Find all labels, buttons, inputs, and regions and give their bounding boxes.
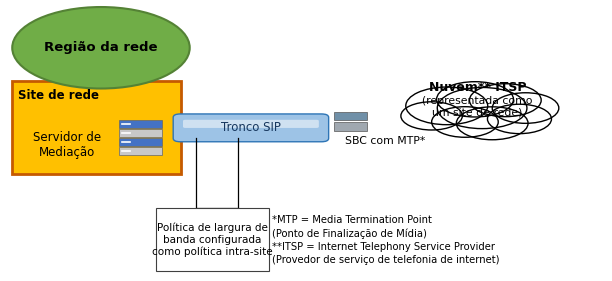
FancyBboxPatch shape bbox=[12, 81, 181, 174]
Circle shape bbox=[438, 87, 527, 129]
Text: Região da rede: Região da rede bbox=[44, 41, 158, 54]
Circle shape bbox=[406, 87, 488, 125]
Text: Servidor de
Mediação: Servidor de Mediação bbox=[33, 131, 102, 159]
FancyBboxPatch shape bbox=[156, 208, 269, 271]
FancyBboxPatch shape bbox=[119, 120, 162, 128]
FancyBboxPatch shape bbox=[334, 122, 367, 131]
FancyBboxPatch shape bbox=[334, 112, 367, 120]
Circle shape bbox=[492, 93, 559, 123]
FancyBboxPatch shape bbox=[119, 138, 162, 146]
Circle shape bbox=[436, 82, 513, 117]
Circle shape bbox=[469, 84, 541, 117]
FancyBboxPatch shape bbox=[119, 129, 162, 137]
Text: SBC com MTP*: SBC com MTP* bbox=[345, 135, 426, 146]
Text: Política de largura de
banda configurada
como política intra-site: Política de largura de banda configurada… bbox=[152, 222, 273, 257]
Circle shape bbox=[431, 107, 498, 137]
Text: Site de rede: Site de rede bbox=[18, 89, 99, 101]
Text: (representada como
um site de rede): (representada como um site de rede) bbox=[422, 96, 532, 117]
Circle shape bbox=[401, 102, 462, 130]
Text: *MTP = Media Termination Point
(Ponto de Finalização de Mídia)
**ITSP = Internet: *MTP = Media Termination Point (Ponto de… bbox=[272, 215, 500, 265]
Text: Nuvem** ITSP: Nuvem** ITSP bbox=[428, 81, 526, 94]
Circle shape bbox=[457, 107, 528, 140]
FancyBboxPatch shape bbox=[183, 120, 319, 128]
Text: Tronco SIP: Tronco SIP bbox=[221, 121, 281, 134]
FancyBboxPatch shape bbox=[119, 147, 162, 155]
Ellipse shape bbox=[12, 7, 190, 89]
Circle shape bbox=[487, 104, 551, 134]
FancyBboxPatch shape bbox=[173, 114, 329, 142]
